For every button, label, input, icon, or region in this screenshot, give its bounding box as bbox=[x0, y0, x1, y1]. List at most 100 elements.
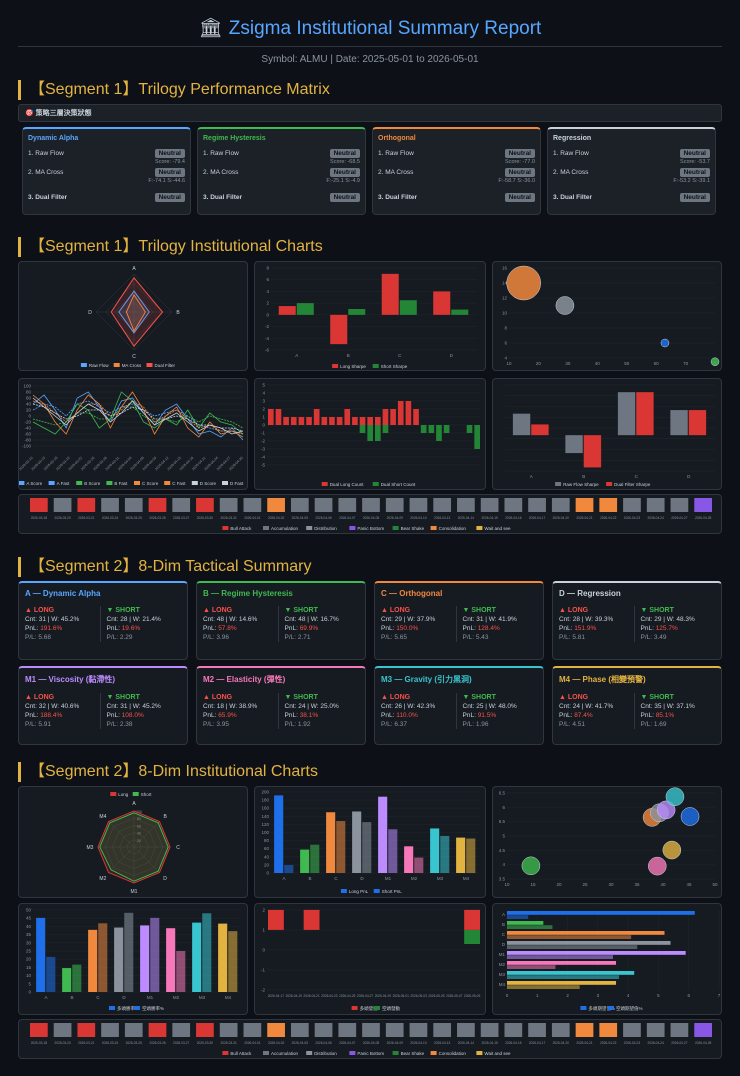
y-tick-label: 60 bbox=[26, 396, 32, 401]
bar bbox=[397, 401, 404, 425]
regime-block bbox=[148, 1023, 167, 1037]
regime-block bbox=[362, 1023, 380, 1037]
x-tick-label: 60 bbox=[654, 361, 660, 366]
x-tick-label: 3 bbox=[597, 993, 600, 998]
short-column: ▼ SHORT Cnt: 35 | W: 37.1% PnL: 85.1% P/… bbox=[633, 693, 716, 729]
y-tick-label: M1 bbox=[499, 952, 506, 957]
x-tick-label: B bbox=[582, 474, 585, 479]
bar bbox=[329, 417, 335, 425]
long-label: ▲ LONG bbox=[25, 607, 55, 614]
regime-date: 2026-03-27 bbox=[173, 516, 190, 520]
x-tick-label: A bbox=[44, 995, 47, 1000]
legend-label: Wait and see bbox=[484, 526, 511, 531]
legend-swatch bbox=[146, 363, 153, 367]
bar bbox=[352, 417, 358, 425]
long-label: ▲ LONG bbox=[559, 607, 589, 614]
regime-block bbox=[148, 498, 167, 512]
y-tick-label: 50 bbox=[26, 908, 32, 913]
score-text: F:-25.1 S:-4.9 bbox=[326, 178, 360, 184]
x-tick-label: 2026-05-01 bbox=[393, 994, 410, 998]
bar bbox=[268, 409, 274, 425]
legend-swatch bbox=[580, 1006, 587, 1010]
bar bbox=[433, 291, 451, 315]
regime-date: 2026-04-06 bbox=[315, 516, 332, 520]
bar bbox=[414, 857, 424, 873]
pnl-value: 125.7% bbox=[655, 625, 678, 632]
regime-block bbox=[77, 1023, 96, 1037]
y-tick-label: -2 bbox=[261, 439, 265, 444]
regime-block bbox=[243, 1023, 262, 1037]
legend-label: 多頭發動 bbox=[360, 1005, 378, 1012]
legend-label: Distribution bbox=[314, 1051, 337, 1056]
tactical-card-title: C — Orthogonal bbox=[381, 589, 443, 598]
y-tick-label: 1 bbox=[262, 415, 265, 420]
long-column: ▲ LONG Cnt: 32 | W: 40.6% PnL: 188.4% P/… bbox=[25, 693, 100, 729]
bar-chart-triggers: 2 1 0 -1 -2 2026-04-17 2026-04-19 2026-04-21 202… bbox=[254, 903, 486, 1015]
legend-swatch bbox=[191, 481, 198, 485]
status-badge: Neutral bbox=[329, 192, 360, 202]
regime-block bbox=[433, 498, 452, 512]
matrix-row: 3. Dual Filter Neutral bbox=[553, 192, 710, 202]
y-tick-label: 3.5 bbox=[499, 877, 506, 882]
regime-block bbox=[196, 498, 214, 512]
x-tick-label: A bbox=[530, 474, 533, 479]
bar bbox=[114, 927, 124, 992]
bar bbox=[436, 425, 442, 441]
short-pnl: PnL: 125.7% bbox=[641, 624, 716, 633]
long-count: Cnt: 26 | W: 42.3% bbox=[381, 703, 436, 710]
legend-label: 空頭勝率% bbox=[142, 1005, 164, 1012]
regime-date: 2026-03-25 bbox=[126, 1041, 143, 1045]
y-tick-label: 4.5 bbox=[499, 848, 506, 853]
bubble-chart-2: 6.5 6 5.5 5 4.5 4 3.5 10 15 20 25 30 35 40 45 50 bbox=[492, 786, 722, 898]
bubble bbox=[710, 357, 720, 366]
regime-block bbox=[433, 1023, 452, 1037]
legend-label: 空頭期望值% bbox=[616, 1005, 643, 1012]
tactical-card: M2 — Elasticity (彈性) ▲ LONG Cnt: 18 | W:… bbox=[196, 666, 366, 745]
regime-date: 2026-03-20 bbox=[54, 1041, 71, 1045]
legend-label: Distribution bbox=[314, 526, 337, 531]
short-pl: P/L: 1.69 bbox=[640, 721, 667, 728]
x-tick-label: 10 bbox=[504, 882, 510, 887]
bar bbox=[507, 961, 617, 965]
regime-date: 2026-04-16 bbox=[505, 1041, 522, 1045]
status-badge: Neutral bbox=[679, 148, 710, 158]
bar bbox=[507, 981, 617, 985]
bubble bbox=[665, 787, 685, 806]
score-text: Score: -53.7 bbox=[680, 159, 710, 165]
regime-block bbox=[267, 1023, 285, 1037]
bar bbox=[413, 409, 419, 425]
long-count: Cnt: 32 | W: 40.6% bbox=[25, 703, 80, 710]
matrix-card-title: Orthogonal bbox=[378, 135, 416, 142]
y-tick-label: 30 bbox=[26, 940, 32, 945]
bar bbox=[46, 956, 56, 992]
bar-chart-pnl: 200 180 160 140 120 100 80 60 40 20 0 A B C D M1 M2 M3 M4 L… bbox=[254, 786, 486, 898]
x-tick-label: M1 bbox=[147, 995, 154, 1000]
legend-label: Dual Filter bbox=[155, 363, 176, 368]
regime-block bbox=[77, 498, 96, 512]
status-badge: Neutral bbox=[679, 192, 710, 202]
regime-date: 2026-04-02 bbox=[268, 1041, 285, 1045]
long-column: ▲ LONG Cnt: 28 | W: 39.3% PnL: 151.9% P/… bbox=[559, 606, 634, 642]
legend-swatch bbox=[476, 1051, 483, 1055]
line-series bbox=[32, 391, 244, 435]
y-tick-label: D bbox=[502, 942, 506, 947]
bubble bbox=[680, 807, 700, 826]
y-tick-label: B bbox=[502, 922, 505, 927]
score-text: F:-53.2 S:-39.1 bbox=[673, 178, 710, 184]
y-tick-label: 40 bbox=[26, 924, 32, 929]
regime-block bbox=[314, 1023, 333, 1037]
radar-axis-label: M1 bbox=[131, 889, 138, 895]
bar bbox=[72, 964, 82, 992]
bar bbox=[36, 917, 46, 992]
long-label: ▲ LONG bbox=[203, 694, 233, 701]
bar bbox=[326, 812, 336, 873]
row-label: 2. MA Cross bbox=[203, 168, 239, 176]
y-tick-label: 8 bbox=[504, 326, 507, 331]
x-tick-label: B bbox=[347, 353, 350, 358]
radar-axis-label: B bbox=[163, 814, 167, 820]
legend-swatch bbox=[222, 481, 228, 485]
short-count: Cnt: 35 | W: 37.1% bbox=[640, 703, 695, 710]
legend-label: C Score bbox=[142, 481, 159, 486]
tactical-card: D — Regression ▲ LONG Cnt: 28 | W: 39.3%… bbox=[552, 581, 722, 660]
bar bbox=[382, 425, 389, 433]
